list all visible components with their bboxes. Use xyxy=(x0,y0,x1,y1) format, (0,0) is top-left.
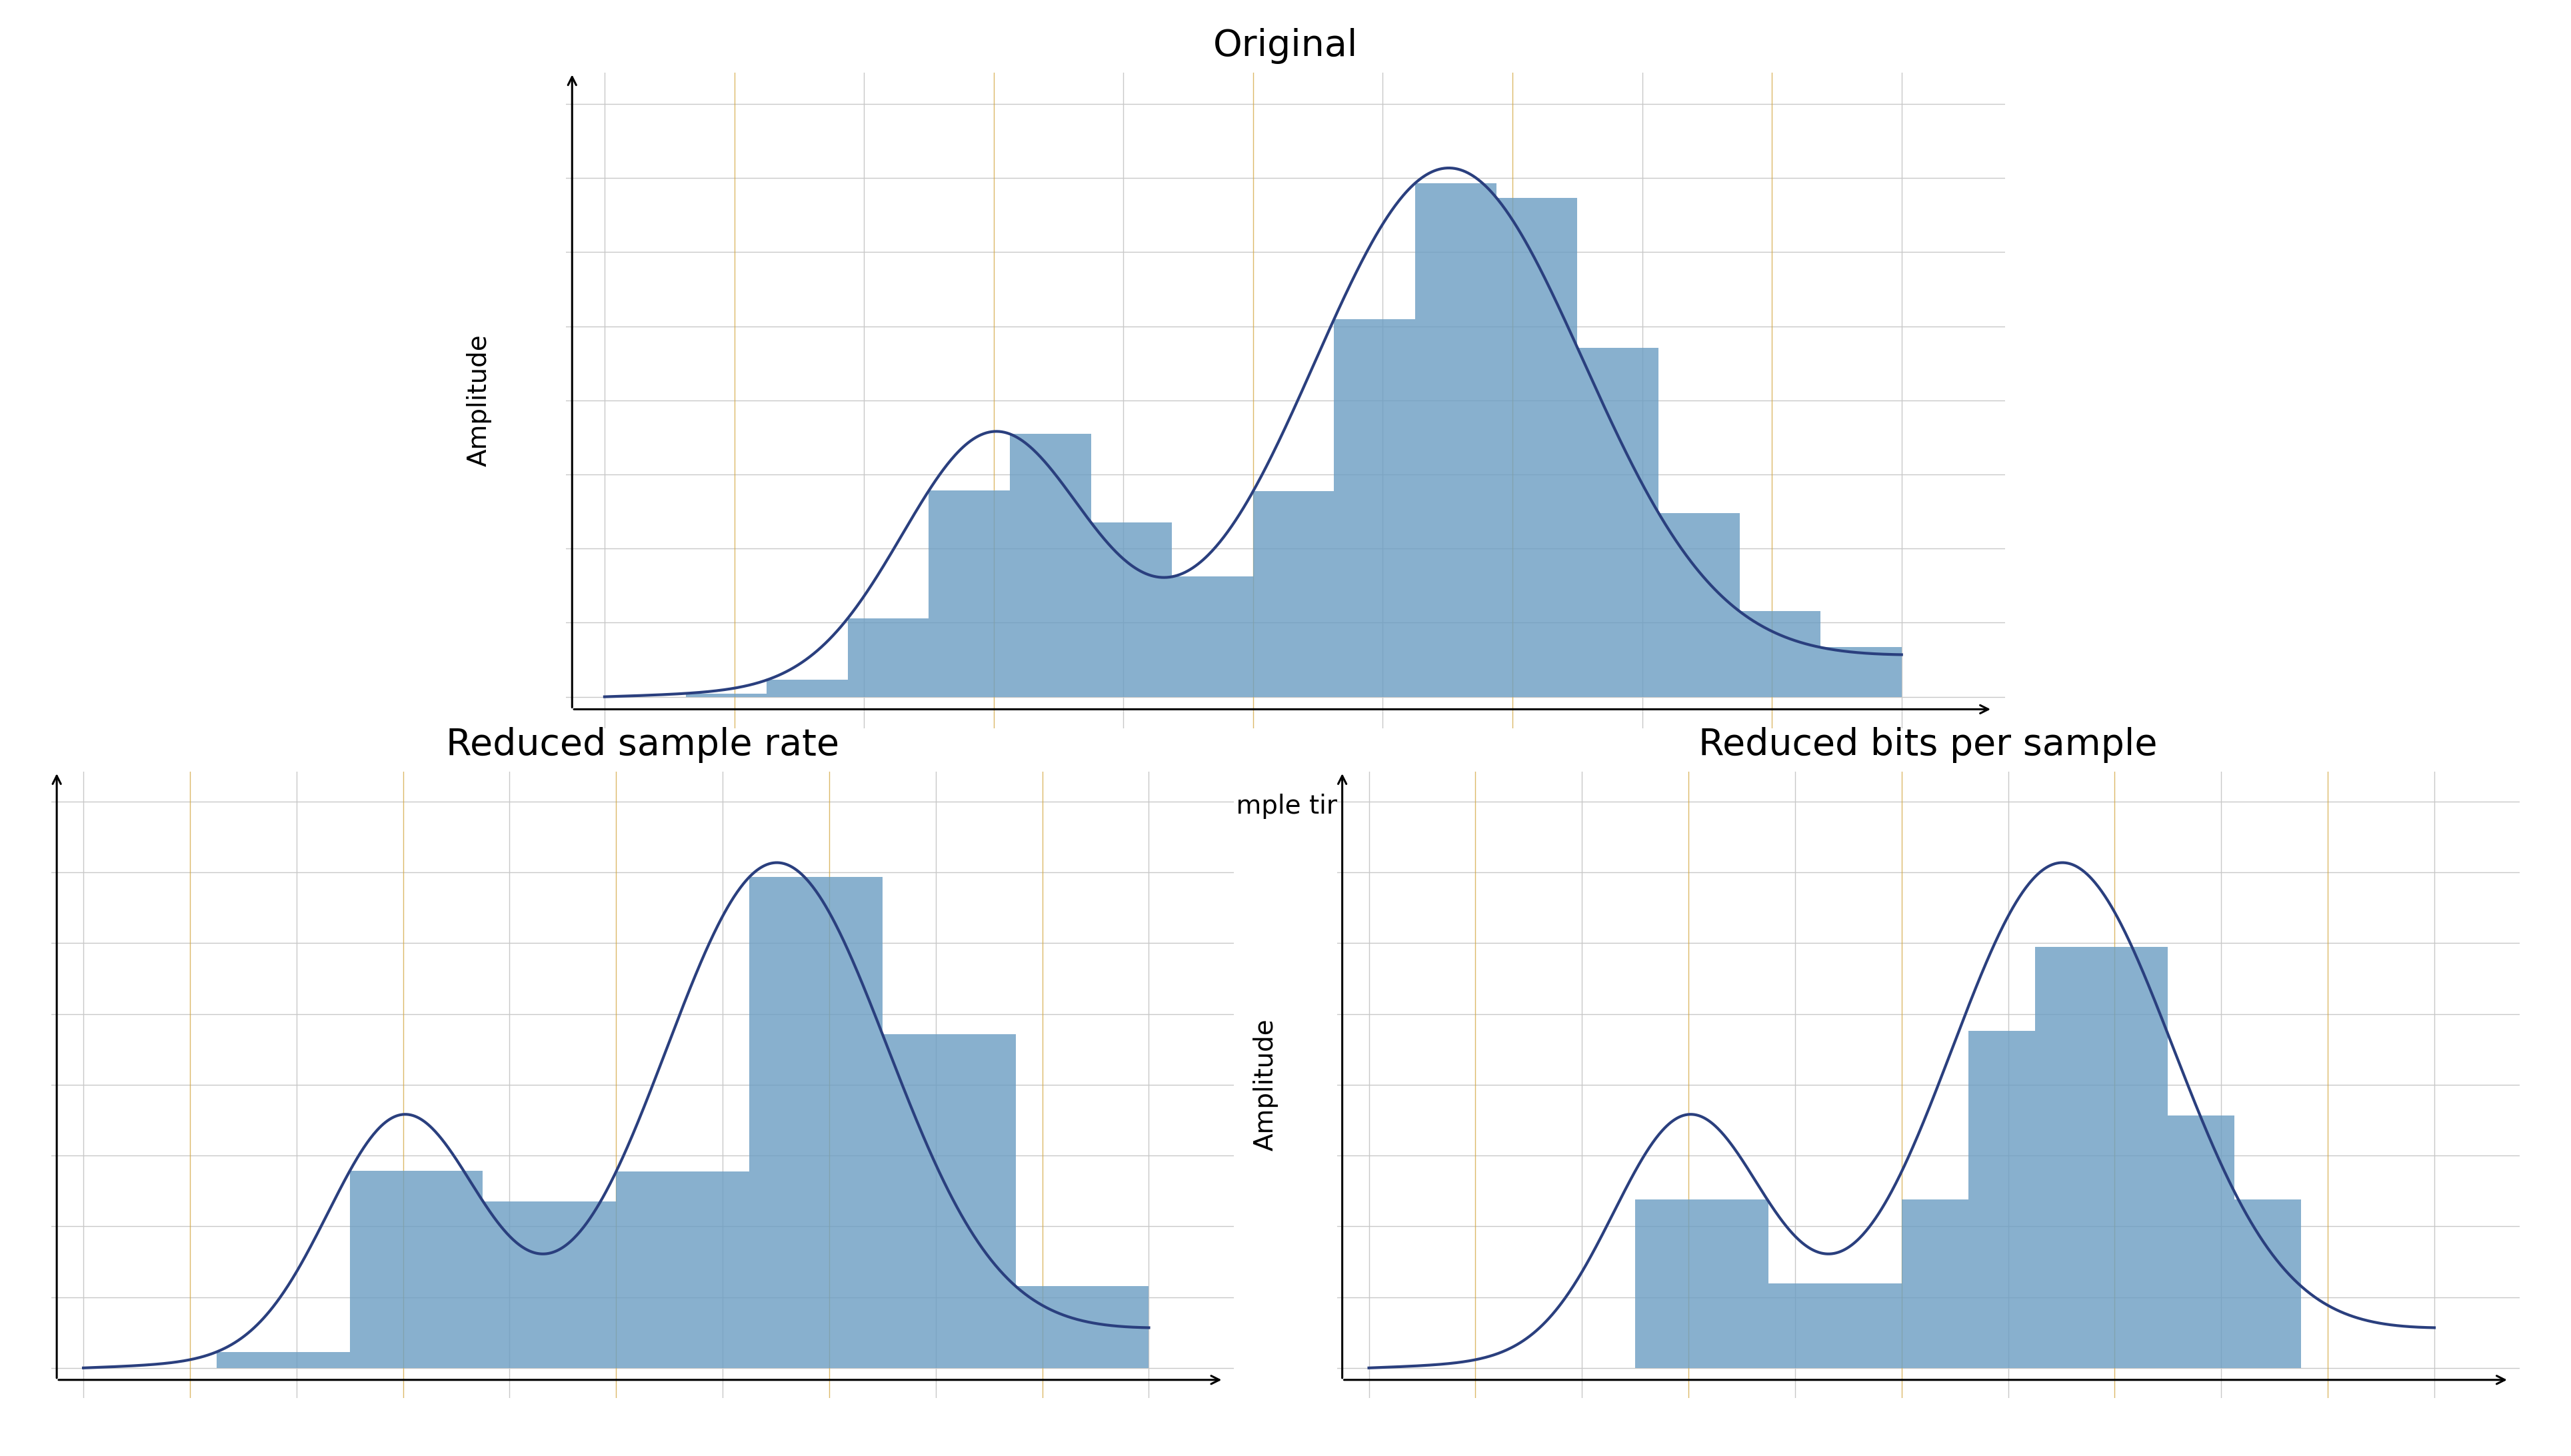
Bar xyxy=(2101,946,2167,1369)
Bar xyxy=(1579,348,1658,697)
Bar xyxy=(928,491,1010,697)
Title: Reduced bits per sample: Reduced bits per sample xyxy=(1699,727,2157,763)
Bar xyxy=(483,1201,617,1369)
Bar xyxy=(1010,434,1090,697)
Bar xyxy=(1172,577,1252,697)
Bar xyxy=(748,877,882,1369)
Text: Amplitude: Amplitude xyxy=(465,335,491,466)
Bar xyxy=(1016,1286,1149,1369)
Bar xyxy=(1820,648,1903,697)
Bar xyxy=(1769,1284,1836,1369)
Bar xyxy=(766,680,848,697)
Bar xyxy=(1741,612,1820,697)
Bar xyxy=(1496,198,1579,697)
Bar xyxy=(1334,319,1414,697)
Bar xyxy=(1658,513,1741,697)
Bar xyxy=(1252,491,1334,697)
Bar xyxy=(2034,946,2101,1369)
Text: Sample time: Sample time xyxy=(1203,794,1368,818)
Bar xyxy=(1969,1031,2034,1369)
Title: Reduced sample rate: Reduced sample rate xyxy=(445,727,841,763)
Bar xyxy=(1090,523,1172,697)
Bar xyxy=(1414,183,1496,697)
Bar xyxy=(2234,1200,2301,1369)
Bar xyxy=(617,1172,748,1369)
Bar xyxy=(1702,1200,1769,1369)
Bar xyxy=(882,1034,1016,1369)
Bar xyxy=(2167,1115,2234,1369)
Bar xyxy=(1903,1200,1969,1369)
Bar xyxy=(848,619,928,697)
Bar xyxy=(1635,1200,1702,1369)
Title: Original: Original xyxy=(1214,28,1357,64)
Bar xyxy=(1836,1284,1903,1369)
Bar xyxy=(216,1353,350,1369)
Bar xyxy=(686,693,766,697)
Bar xyxy=(350,1171,483,1369)
Text: Amplitude: Amplitude xyxy=(1252,1019,1278,1150)
